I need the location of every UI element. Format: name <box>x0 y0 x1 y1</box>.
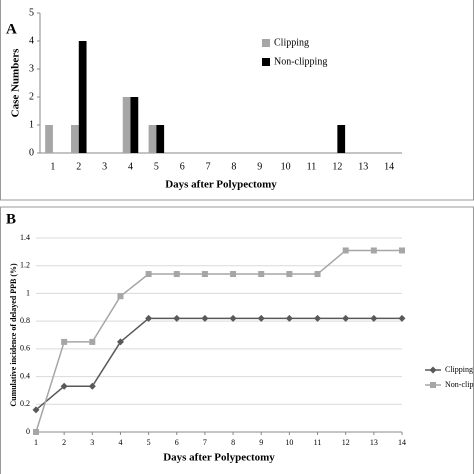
point <box>399 247 405 254</box>
x-tick-label: 6 <box>175 438 179 447</box>
x-tick-label: 2 <box>76 161 81 172</box>
x-tick-label: 5 <box>147 438 151 447</box>
point <box>116 338 124 346</box>
x-tick-label: 1 <box>34 438 38 447</box>
point <box>60 382 68 390</box>
x-tick-label: 1 <box>50 161 55 172</box>
point <box>229 314 237 322</box>
x-tick-label: 13 <box>370 438 378 447</box>
series-line <box>35 249 402 433</box>
y-tick-label: 3 <box>29 63 34 74</box>
point <box>286 271 293 278</box>
point <box>88 382 96 390</box>
point <box>201 314 209 322</box>
point <box>342 247 349 254</box>
y-tick-label: 0.8 <box>20 316 30 325</box>
y-tick-label: 0.4 <box>20 371 30 380</box>
y-tick-label: 0.2 <box>20 399 30 408</box>
point <box>173 314 181 322</box>
x-tick-label: 10 <box>281 161 291 172</box>
x-tick-label: 8 <box>231 438 235 447</box>
legend-swatch <box>262 39 270 47</box>
y-tick-label: 1.4 <box>20 233 30 242</box>
x-tick-label: 9 <box>259 438 263 447</box>
panel-frame <box>0 206 474 474</box>
point <box>257 314 265 322</box>
x-tick-label: 11 <box>307 161 317 172</box>
panel-label: B <box>6 211 16 227</box>
x-axis-label: Days after Polypectomy <box>165 179 277 191</box>
x-tick-label: 3 <box>90 438 94 447</box>
point <box>117 293 124 300</box>
y-tick-label: 5 <box>29 7 34 18</box>
x-tick-label: 12 <box>332 161 342 172</box>
panel-label: A <box>6 21 17 37</box>
y-tick-label: 4 <box>29 35 34 46</box>
bar <box>45 125 53 153</box>
y-tick-label: 1 <box>29 119 34 130</box>
point <box>145 314 153 322</box>
point <box>32 406 40 414</box>
point <box>145 271 152 278</box>
y-tick-label: 0.6 <box>20 344 30 353</box>
legend-label: Non-clipping <box>274 56 327 67</box>
legend-label: Non-clipping <box>445 380 474 389</box>
bar <box>337 125 346 153</box>
x-tick-label: 7 <box>203 438 207 447</box>
y-tick-label: 1.2 <box>20 261 30 270</box>
x-tick-label: 9 <box>257 161 262 172</box>
point <box>173 271 180 278</box>
x-tick-label: 8 <box>231 161 236 172</box>
point <box>230 271 237 278</box>
bar <box>130 97 139 153</box>
legend-label: Clipping <box>445 365 473 374</box>
x-tick-label: 6 <box>180 161 185 172</box>
bar <box>122 97 131 153</box>
y-tick-label: 2 <box>29 91 34 102</box>
y-tick-label: 0 <box>29 147 34 158</box>
bar <box>148 125 157 153</box>
x-tick-label: 13 <box>358 161 368 172</box>
legend-marker <box>430 382 436 388</box>
point <box>314 314 322 322</box>
y-axis-label: Case Numbers <box>10 48 22 117</box>
point <box>33 429 39 435</box>
x-tick-label: 7 <box>206 161 211 172</box>
series-line <box>35 317 402 411</box>
legend-marker <box>429 366 437 374</box>
x-tick-label: 10 <box>285 438 293 447</box>
x-tick-label: 12 <box>342 438 350 447</box>
panel-frame <box>0 0 474 201</box>
x-tick-label: 11 <box>314 438 322 447</box>
point <box>258 271 265 278</box>
x-axis-label: Days after Polypectomy <box>163 452 275 464</box>
x-tick-label: 5 <box>154 161 159 172</box>
point <box>201 271 208 278</box>
x-tick-label: 2 <box>62 438 66 447</box>
x-tick-label: 4 <box>118 438 122 447</box>
point <box>370 247 377 254</box>
point <box>314 271 321 278</box>
point <box>342 314 350 322</box>
bar <box>156 125 165 153</box>
legend-label: Clipping <box>274 37 309 48</box>
bar <box>78 41 87 153</box>
y-axis-label: Cumulative incidence of delayed PPB (%) <box>9 263 18 407</box>
point <box>285 314 293 322</box>
x-tick-label: 14 <box>398 438 406 447</box>
y-tick-label: 0 <box>26 427 30 436</box>
y-tick-label: 1 <box>26 288 30 297</box>
x-tick-label: 14 <box>384 161 394 172</box>
point <box>61 338 68 345</box>
x-tick-label: 3 <box>102 161 107 172</box>
x-tick-label: 4 <box>128 161 133 172</box>
legend-swatch <box>262 58 270 66</box>
point <box>89 338 96 345</box>
point <box>398 314 406 322</box>
bar <box>71 125 79 153</box>
point <box>370 314 378 322</box>
